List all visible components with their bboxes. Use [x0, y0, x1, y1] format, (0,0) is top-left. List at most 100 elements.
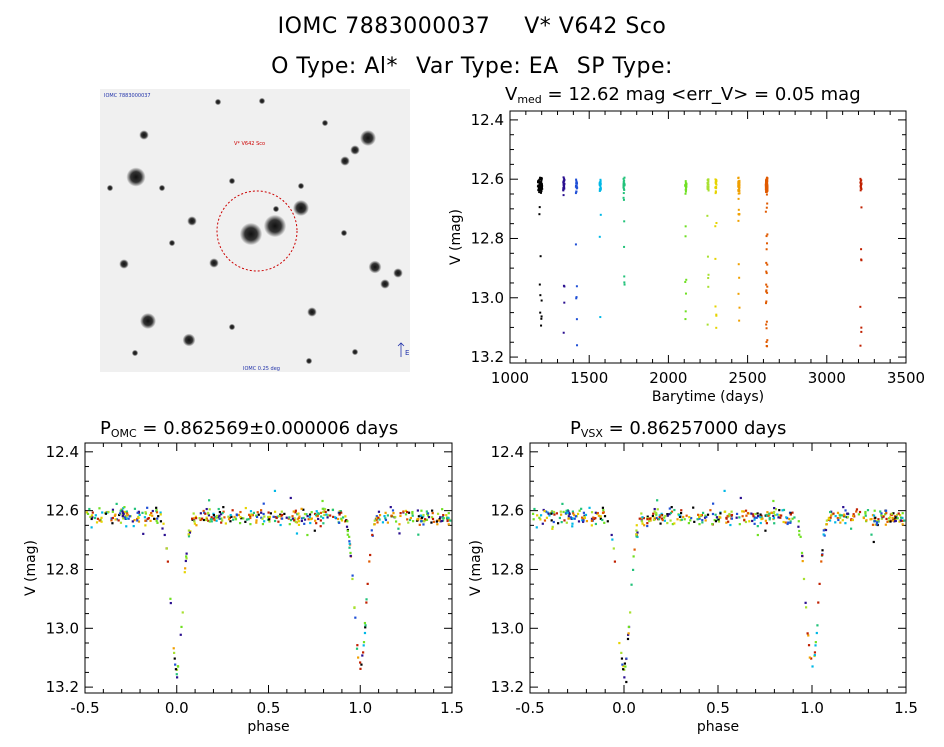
- data-point: [576, 182, 579, 185]
- data-point: [765, 261, 768, 264]
- data-point: [365, 601, 368, 604]
- data-point: [718, 515, 721, 518]
- data-point: [356, 644, 359, 647]
- data-point: [765, 181, 768, 184]
- data-point: [217, 515, 220, 518]
- data-point: [884, 509, 888, 512]
- data-point: [398, 532, 401, 535]
- y-tick-label: 13.0: [471, 289, 504, 307]
- data-point: [386, 514, 389, 517]
- data-point: [872, 540, 875, 544]
- data-point: [737, 181, 740, 184]
- data-point: [706, 323, 709, 326]
- y-tick-label: 12.8: [46, 560, 79, 578]
- data-point: [859, 184, 862, 187]
- data-point: [569, 516, 572, 519]
- data-point: [765, 323, 768, 326]
- data-point: [890, 512, 893, 515]
- data-point: [709, 509, 712, 512]
- data-point: [858, 510, 862, 514]
- lightcurve-title-sub: med: [517, 93, 542, 106]
- data-point: [237, 513, 240, 517]
- data-point: [673, 522, 676, 525]
- data-point: [860, 248, 863, 251]
- data-point: [799, 535, 802, 538]
- data-point: [539, 188, 542, 191]
- data-point: [553, 513, 556, 516]
- data-point: [860, 206, 863, 209]
- data-point: [689, 519, 692, 522]
- data-point: [136, 511, 139, 514]
- data-point: [773, 522, 776, 525]
- data-point: [765, 289, 768, 292]
- data-point: [542, 508, 545, 512]
- data-point: [420, 509, 423, 512]
- data-point: [822, 533, 825, 536]
- data-point: [244, 506, 247, 510]
- data-point: [891, 519, 894, 522]
- data-point: [813, 653, 816, 657]
- data-point: [354, 616, 357, 619]
- data-point: [353, 606, 356, 609]
- data-point: [703, 516, 707, 519]
- data-point: [751, 519, 754, 523]
- data-point: [642, 517, 645, 520]
- data-point: [101, 511, 104, 514]
- data-point: [447, 516, 450, 519]
- thumb-target-label: V* V642 Sco: [234, 141, 265, 147]
- data-point: [431, 512, 434, 515]
- data-point: [293, 519, 296, 522]
- data-point: [215, 514, 219, 518]
- data-point: [113, 514, 117, 517]
- data-point: [375, 515, 378, 518]
- data-point: [766, 242, 769, 245]
- aperture-circle: [216, 190, 298, 272]
- x-tick-label: 0.0: [612, 699, 636, 717]
- data-point: [96, 517, 100, 520]
- y-tick-label: 13.2: [46, 678, 79, 696]
- data-point: [785, 516, 788, 519]
- data-point: [684, 292, 687, 295]
- data-point: [602, 509, 605, 512]
- data-point: [737, 183, 740, 186]
- data-point: [338, 521, 341, 524]
- data-point: [441, 508, 444, 511]
- data-point: [426, 514, 430, 517]
- data-point: [653, 510, 656, 513]
- data-point: [90, 514, 94, 517]
- data-point: [432, 520, 436, 523]
- data-point: [764, 302, 767, 305]
- data-point: [774, 508, 778, 511]
- data-point: [737, 177, 740, 180]
- data-point: [156, 517, 159, 520]
- lightcurve-title-rest: = 12.62 mag <err_V> = 0.05 mag: [541, 84, 861, 105]
- data-point: [540, 317, 543, 320]
- data-point: [744, 520, 748, 524]
- data-point: [123, 510, 126, 514]
- omc-id: IOMC 7883000037: [277, 14, 491, 39]
- data-point: [351, 577, 354, 581]
- data-point: [114, 518, 117, 521]
- data-point: [599, 515, 602, 518]
- data-point: [778, 509, 781, 512]
- data-point: [741, 515, 744, 518]
- data-point: [632, 555, 635, 558]
- data-point: [564, 512, 568, 515]
- data-point: [189, 530, 192, 533]
- data-point: [210, 520, 213, 523]
- data-point: [865, 519, 868, 522]
- data-point: [346, 520, 349, 523]
- data-point: [440, 519, 444, 523]
- data-point: [893, 520, 896, 523]
- data-point: [262, 512, 265, 516]
- field-star: [182, 333, 196, 347]
- x-tick-label: 1500: [570, 369, 608, 387]
- data-point: [668, 513, 671, 516]
- data-point: [289, 496, 292, 500]
- x-tick-label: -0.5: [515, 699, 544, 717]
- y-tick-label: 13.2: [491, 678, 524, 696]
- data-point: [671, 522, 674, 526]
- data-point: [557, 522, 560, 525]
- y-tick-label: 12.6: [46, 502, 79, 520]
- data-point: [267, 511, 270, 514]
